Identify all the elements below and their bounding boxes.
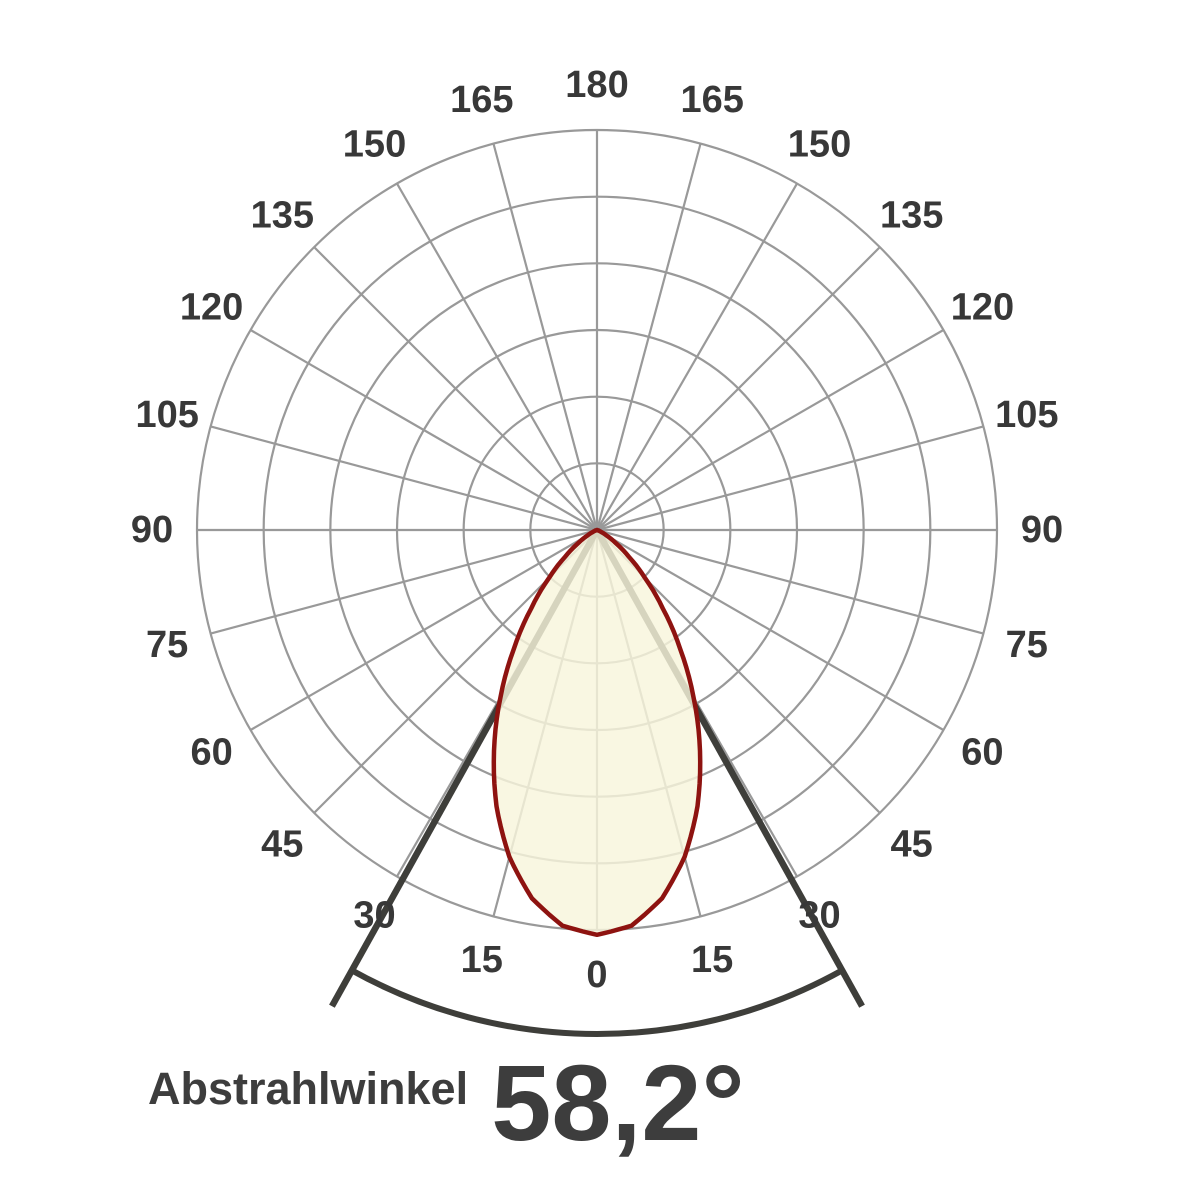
angle-label: 15 (691, 939, 733, 981)
grid-ray (313, 246, 598, 531)
grid-ray (595, 143, 702, 531)
grid-ray (210, 425, 598, 532)
angle-label: 150 (343, 124, 406, 166)
grid-ray (596, 529, 944, 731)
grid-ray (250, 529, 598, 731)
beam-angle-caption: Abstrahlwinkel (148, 1063, 468, 1114)
angle-label: 45 (891, 824, 933, 866)
angle-label: 165 (450, 79, 513, 121)
angle-label: 45 (261, 824, 303, 866)
angle-label: 105 (995, 394, 1058, 436)
angle-label: 75 (146, 624, 188, 666)
grid-ray (596, 425, 984, 532)
intensity-lobe (491, 527, 703, 938)
angle-label: 30 (798, 894, 840, 936)
angle-label: 120 (180, 287, 243, 329)
grid-ray (596, 329, 944, 531)
grid-ray (492, 143, 599, 531)
grid-ray (210, 528, 598, 635)
beam-angle-arc (350, 967, 844, 1037)
angle-label: 180 (565, 64, 628, 106)
angle-label: 0 (586, 954, 607, 996)
grid-ray (250, 329, 598, 531)
angle-label: 105 (135, 394, 198, 436)
angle-label: 165 (680, 79, 743, 121)
grid-ray (596, 528, 984, 635)
grid-ray (596, 183, 798, 531)
angle-label: 90 (131, 509, 173, 551)
angle-label: 135 (251, 194, 314, 236)
grid-ray (396, 183, 598, 531)
angle-label: 30 (353, 894, 395, 936)
angle-label: 75 (1006, 624, 1048, 666)
angle-labels: 0 15 15 30 30 45 45 60 60 75 75 90 90 105 105 120 120 135… (131, 64, 1063, 996)
angle-label: 90 (1021, 509, 1063, 551)
angle-label: 60 (961, 732, 1003, 774)
angle-label: 60 (190, 732, 232, 774)
grid-ray (596, 246, 881, 531)
angle-label: 15 (461, 939, 503, 981)
beam-angle-value: 58,2° (491, 1042, 744, 1163)
angle-label: 135 (880, 194, 943, 236)
angle-label: 120 (951, 287, 1014, 329)
angle-label: 150 (788, 124, 851, 166)
